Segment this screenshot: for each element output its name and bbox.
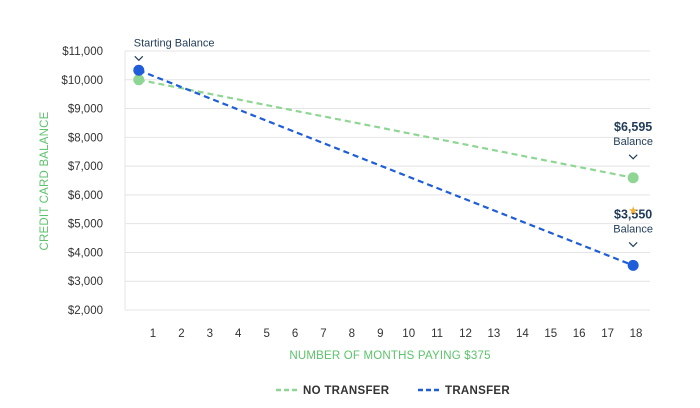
annotation-value: $6,595 [614,120,652,134]
x-tick-label: 13 [488,328,501,340]
series-lines [138,69,634,267]
x-tick-label: 4 [235,328,242,340]
x-tick-label: 15 [544,328,557,340]
annotation-label: Balance [613,223,653,235]
x-tick-label: 1 [150,328,156,340]
annotation-starting-balance: Starting Balance [134,37,215,49]
y-tick-label: $3,000 [68,276,103,288]
annotations: Starting Balance $6,595 Balance $3,550 Balan… [134,37,653,248]
y-tick-label: $8,000 [68,132,103,144]
y-tick-label: $4,000 [68,247,103,259]
y-tick-label: $6,000 [68,190,103,202]
x-tick-label: 3 [207,328,213,340]
legend-label-no-transfer: NO TRANSFER [303,385,390,397]
x-tick-label: 18 [630,328,643,340]
series-line-1 [138,69,634,267]
x-tick-label: 17 [601,328,614,340]
y-tick-label: $2,000 [68,305,103,317]
x-tick-label: 12 [459,328,472,340]
data-point [133,64,145,76]
y-tick-label: $7,000 [68,161,103,173]
data-point [133,74,145,86]
y-axis-title: CREDIT CARD BALANCE [39,111,51,250]
data-point [627,259,639,271]
series-line-0 [138,78,634,179]
y-axis-ticks: $11,000 $10,000 $9,000 $8,000 $7,000 $6,000 $5… [61,46,103,317]
x-tick-label: 8 [349,328,355,340]
legend-item-transfer: TRANSFER [418,385,510,397]
series-points [133,64,639,271]
annotation-value: $3,550 [614,207,652,221]
chevron-down-icon [134,55,144,62]
y-tick-label: $5,000 [68,219,103,231]
legend: NO TRANSFER TRANSFER [276,385,510,397]
x-tick-label: 6 [292,328,298,340]
x-axis-ticks: 1 2 3 4 5 6 7 8 9 10 11 12 13 14 15 16 17 18 [150,328,643,340]
x-tick-label: 11 [431,328,443,340]
x-tick-label: 5 [263,328,269,340]
y-tick-label: $9,000 [68,104,103,116]
star-icon [628,206,638,215]
x-tick-label: 10 [402,328,415,340]
legend-item-no-transfer: NO TRANSFER [276,385,390,397]
x-tick-label: 16 [573,328,586,340]
x-axis-title: NUMBER OF MONTHS PAYING $375 [289,350,490,362]
x-tick-label: 2 [178,328,184,340]
chevron-down-icon [628,241,638,248]
annotation-label: Balance [613,136,653,148]
x-tick-label: 9 [377,328,383,340]
x-tick-label: 7 [320,328,326,340]
x-tick-label: 14 [516,328,529,340]
data-point [627,172,639,184]
legend-label-transfer: TRANSFER [445,385,510,397]
chevron-down-icon [628,154,638,160]
y-tick-label: $11,000 [62,46,103,58]
gridlines [124,50,650,311]
y-tick-label: $10,000 [61,75,103,87]
